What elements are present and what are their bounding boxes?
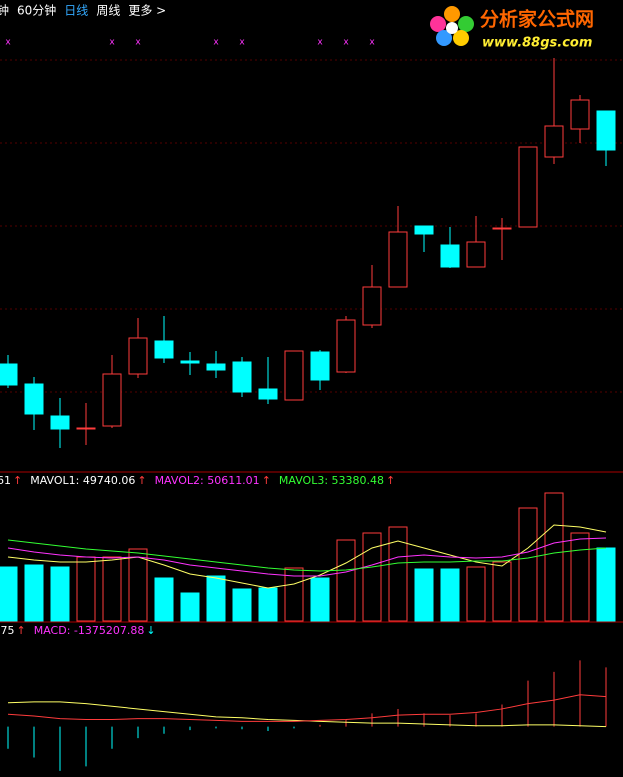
toolbar-item[interactable]: 周线 (96, 4, 120, 18)
panel-header: MAVOL2: 50611.01 (155, 474, 260, 487)
volume-bar (102, 556, 122, 622)
volume-bar (414, 568, 434, 622)
signal-marker: x (109, 38, 115, 48)
signal-marker: x (343, 38, 349, 48)
candle-body (232, 361, 252, 393)
toolbar-item[interactable]: 60分钟 (17, 3, 56, 18)
candle-body (362, 286, 382, 326)
candle-body (206, 363, 226, 371)
volume-bar (544, 492, 564, 622)
panel-header: MAVOL1: 49740.06 (30, 474, 135, 487)
volume-bar (128, 548, 148, 622)
volume-bar (518, 507, 538, 622)
candle-body (596, 110, 616, 151)
volume-bar (76, 556, 96, 622)
volume-bar (388, 526, 408, 622)
signal-marker: x (317, 38, 323, 48)
panel-header: ↑ (262, 474, 271, 487)
candle-body (180, 360, 200, 364)
candle-body (102, 373, 122, 427)
indicator-line (7, 537, 607, 577)
volume-bar (0, 566, 18, 622)
signal-marker: x (239, 38, 245, 48)
indicator-line (7, 524, 607, 589)
volume-bar (180, 592, 200, 622)
panel-header: MACD: -1375207.88 (34, 624, 145, 637)
volume-bar (206, 575, 226, 622)
volume-bar (362, 532, 382, 622)
logo-center (446, 22, 458, 34)
volume-bar (284, 567, 304, 622)
panel-header: .75 (0, 624, 15, 637)
logo-petal (444, 6, 460, 22)
volume-bar (596, 547, 616, 622)
panel-header: ↑ (17, 624, 26, 637)
logo-petal (430, 16, 446, 32)
logo-petal (458, 16, 474, 32)
signal-marker: x (5, 38, 11, 48)
volume-bar (336, 539, 356, 622)
indicator-line (7, 539, 607, 572)
candle-body (0, 363, 18, 386)
signal-marker: x (135, 38, 141, 48)
logo: 分析家公式网 www.88gs.com (430, 6, 594, 51)
toolbar-item[interactable]: 日线 (64, 4, 88, 18)
panel-header: ↓ (146, 624, 155, 637)
volume-bar (570, 532, 590, 622)
indicator-line (7, 694, 607, 722)
candle-body (336, 319, 356, 373)
volume-bar (50, 566, 70, 622)
panel-header: 61 (0, 474, 11, 487)
signal-marker: x (369, 38, 375, 48)
panel-header: ↑ (13, 474, 22, 487)
candle-body (24, 383, 44, 415)
candle-body (128, 337, 148, 375)
candle-body (76, 427, 96, 430)
volume-bar (24, 564, 44, 622)
candle-body (154, 340, 174, 359)
volume-bar (440, 568, 460, 622)
volume-bar (232, 588, 252, 622)
candle-body (310, 351, 330, 381)
candle-body (414, 225, 434, 235)
panel-header: ↑ (386, 474, 395, 487)
logo-url: www.88gs.com (482, 36, 592, 51)
panel-header: MAVOL3: 53380.48 (279, 474, 384, 487)
panel-header: ↑ (137, 474, 146, 487)
logo-petal (436, 30, 452, 46)
volume-bar (466, 566, 486, 622)
signal-marker: x (213, 38, 219, 48)
candle-body (440, 244, 460, 268)
candle-body (466, 241, 486, 268)
logo-title: 分析家公式网 (480, 8, 594, 31)
volume-bar (154, 577, 174, 622)
candle-body (518, 146, 538, 228)
volume-bar (258, 587, 278, 622)
candle-body (492, 227, 512, 230)
candle-body (570, 99, 590, 130)
candle-body (388, 231, 408, 288)
candle-body (258, 388, 278, 400)
toolbar-item[interactable]: 钟 (0, 3, 9, 18)
volume-bar (492, 561, 512, 622)
candle-body (50, 415, 70, 430)
candle-body (284, 350, 304, 401)
toolbar-item[interactable]: 更多 > (128, 4, 166, 18)
volume-bar (310, 577, 330, 622)
logo-petal (453, 30, 469, 46)
candle-body (544, 125, 564, 158)
